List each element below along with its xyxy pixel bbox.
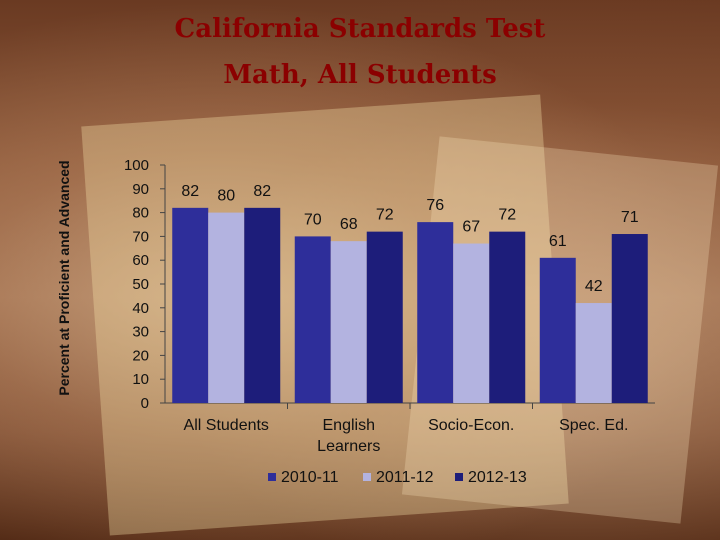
legend-swatch [268, 473, 276, 481]
bar [294, 236, 331, 403]
x-category-label: Spec. Ed. [559, 417, 628, 434]
bar-data-label: 72 [376, 207, 394, 224]
bar [489, 231, 526, 403]
legend-swatch [455, 473, 463, 481]
bar [330, 241, 367, 403]
bar-data-label: 70 [304, 211, 322, 228]
bar-data-label: 67 [462, 219, 480, 236]
bar-data-label: 68 [340, 216, 358, 233]
x-category-label: English [323, 417, 375, 434]
bar [244, 207, 281, 403]
y-tick-label: 50 [132, 276, 149, 293]
bar-data-label: 80 [217, 188, 235, 205]
legend-label: 2012-13 [468, 469, 527, 486]
bar-data-label: 71 [621, 209, 639, 226]
y-tick-label: 70 [132, 228, 149, 245]
bar-data-label: 42 [585, 278, 603, 295]
legend-label: 2011-12 [376, 469, 434, 486]
y-tick-label: 80 [132, 205, 149, 222]
bar [172, 207, 209, 403]
x-category-label: All Students [184, 417, 269, 434]
y-tick-label: 10 [132, 371, 149, 388]
bar [453, 243, 490, 403]
y-tick-label: 40 [132, 300, 149, 317]
bar-data-label: 61 [549, 233, 567, 250]
legend-swatch [363, 473, 371, 481]
x-category-label: Socio-Econ. [428, 417, 514, 434]
y-tick-label: 90 [132, 181, 149, 198]
bar-data-label: 82 [181, 183, 199, 200]
bar-data-label: 82 [253, 183, 271, 200]
y-tick-label: 20 [132, 347, 149, 364]
chart-title-line-1: California Standards Test [174, 14, 546, 44]
bar [208, 212, 245, 403]
x-category-label: Learners [317, 438, 380, 455]
y-tick-label: 100 [124, 157, 149, 174]
legend-label: 2010-11 [281, 469, 339, 486]
chart-title-line-2: Math, All Students [223, 60, 497, 90]
bar [575, 303, 612, 403]
y-tick-label: 0 [141, 395, 149, 412]
bar-data-label: 72 [498, 207, 516, 224]
bar [611, 234, 648, 403]
bar [417, 222, 454, 403]
bar-data-label: 76 [426, 197, 444, 214]
bar [366, 231, 403, 403]
bar [539, 257, 576, 403]
y-tick-label: 60 [132, 252, 149, 269]
y-tick-label: 30 [132, 324, 149, 341]
